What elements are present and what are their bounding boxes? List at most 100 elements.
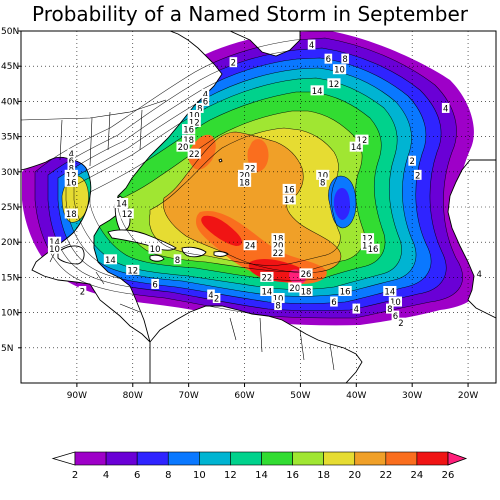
contour-label-bg	[237, 176, 252, 187]
south-america	[149, 305, 363, 383]
contour-label-bg	[201, 88, 210, 99]
colorbar-swatch	[199, 451, 231, 466]
lon-tick-label: 40W	[346, 391, 366, 401]
contour-label-bg	[318, 176, 327, 187]
contour-label-bg	[327, 78, 341, 89]
bermuda	[218, 158, 223, 163]
contour-label: 10	[150, 245, 161, 255]
contour-label: 14	[261, 287, 272, 297]
colorbar-swatch	[416, 451, 449, 466]
contour-label-bg	[332, 64, 347, 75]
contour-label: 10	[334, 66, 345, 76]
contour-label-bg	[103, 254, 118, 265]
contour-label: 14	[384, 287, 395, 297]
contour-label: 4	[477, 270, 482, 280]
contour-label: 16	[340, 287, 351, 297]
contour-label: 24	[245, 242, 256, 252]
puerto-rico	[213, 251, 229, 257]
colorbar-level-label: 20	[348, 470, 361, 481]
colorbar-level-label: 26	[442, 470, 455, 481]
contour-label-bg	[386, 303, 394, 314]
contour-label: 8	[197, 104, 202, 114]
contour-label-bg	[282, 194, 296, 205]
contour-label: 18	[301, 287, 312, 297]
colorbar-level-label: 8	[165, 470, 171, 481]
contour-label-bg	[243, 162, 257, 173]
contour-label-bg	[310, 85, 324, 96]
contour-label-bg	[187, 109, 201, 120]
colorbar-swatch	[385, 451, 418, 466]
contour-label-bg	[120, 208, 134, 219]
trough-core-fill	[333, 188, 350, 220]
graticule	[21, 30, 496, 383]
colorbar-swatch	[230, 451, 262, 466]
contour-label-bg	[64, 169, 78, 180]
contour-label: 6	[326, 55, 331, 65]
colorbar-low-arrow	[51, 451, 76, 466]
contour-label: 8	[275, 302, 280, 312]
contour-label: 18	[239, 178, 250, 188]
colorbar-high-arrow	[447, 451, 468, 466]
contour-label-bg	[307, 39, 316, 50]
contour-label-bg	[182, 134, 196, 145]
contour-label: 14	[351, 143, 362, 153]
contour-label: 10	[189, 111, 200, 121]
contour-label-bg	[173, 254, 182, 265]
contour-label: 20	[239, 171, 250, 181]
contour-label-bg	[187, 148, 201, 159]
lat-tick-label: 30N	[1, 168, 19, 178]
contour-label: 12	[127, 266, 138, 276]
contour-label-bg	[383, 285, 397, 296]
colorbar-level-label: 24	[411, 470, 424, 481]
contour-label-bg	[349, 141, 363, 152]
lat-tick-label: 35N	[1, 133, 19, 143]
contour-label: 16	[66, 178, 77, 188]
contour-label-bg	[196, 102, 204, 113]
contour-label: 26	[301, 270, 312, 280]
contour-label: 22	[273, 249, 284, 259]
jamaica	[149, 254, 165, 262]
contour-label: 10	[273, 295, 284, 305]
contour-label-bg	[148, 243, 162, 254]
colorbar-swatch	[323, 451, 356, 466]
africa	[447, 159, 496, 319]
contour-label: 8	[320, 178, 325, 188]
contour-label: 2	[415, 171, 420, 181]
contour-label-bg	[360, 233, 375, 244]
contour-label: 2	[398, 319, 403, 329]
lon-tick-label: 60W	[234, 391, 254, 401]
lon-tick-label: 80W	[123, 391, 143, 401]
contour-label: 16	[284, 185, 295, 195]
contour-label: 2	[80, 287, 85, 297]
contour-label-bg	[282, 183, 296, 194]
colorbar-level-label: 22	[379, 470, 392, 481]
lat-tick-label: 5N	[1, 344, 13, 354]
contour-label-bg	[182, 124, 196, 135]
contour-label: 8	[342, 55, 347, 65]
contour-label-bg	[299, 285, 313, 296]
lon-tick-label: 50W	[290, 391, 310, 401]
contour-label-bg	[243, 240, 257, 251]
lat-tick-label: 10N	[1, 309, 19, 319]
contour-label-bg	[391, 310, 400, 321]
contour-label-bg	[67, 148, 76, 159]
contour-label-bg	[260, 285, 274, 296]
colorbar-swatch	[292, 451, 324, 466]
colorbar-level-label: 14	[255, 470, 268, 481]
greenland-labrador	[229, 31, 301, 57]
contour-label-bg	[151, 278, 159, 289]
contour-label-bg	[413, 169, 422, 180]
contour-label-bg	[237, 169, 252, 180]
contour-label-bg	[207, 289, 215, 300]
contour-label: 2	[231, 59, 236, 69]
colorbar-swatch	[74, 451, 107, 466]
contour-label-bg	[388, 296, 403, 307]
contour-label-bg	[64, 208, 78, 219]
colorbar-level-label: 2	[72, 470, 78, 481]
contour-label: 8	[69, 164, 74, 174]
contour-label-bg	[441, 102, 450, 113]
contour-label: 10	[49, 245, 60, 255]
contour-label: 6	[331, 298, 336, 308]
contour-label: 18	[183, 136, 194, 146]
contour-label: 14	[116, 199, 127, 209]
